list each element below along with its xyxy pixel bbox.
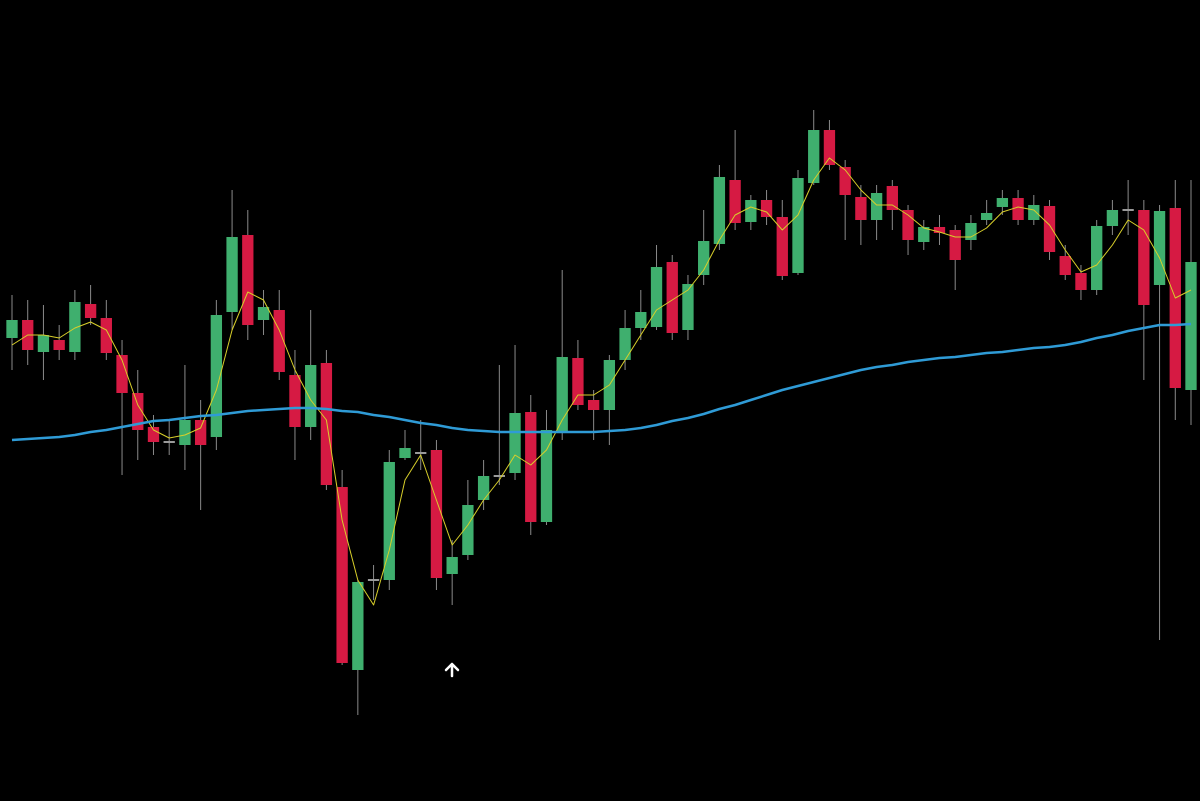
candle-body (808, 130, 820, 183)
candle-body (949, 230, 961, 260)
candle-body (116, 355, 128, 393)
candle-body (477, 476, 490, 500)
candle-body (1185, 262, 1197, 390)
candle-body (210, 315, 223, 437)
candle-body (305, 365, 317, 427)
candle-body (635, 312, 647, 328)
candle-body (918, 227, 930, 242)
candle-body (399, 448, 411, 458)
candle-body (69, 302, 81, 352)
candle-body (509, 413, 521, 473)
candle-body (650, 267, 663, 327)
candle-body (823, 130, 836, 165)
candle-body (666, 262, 678, 333)
candle-body (462, 505, 474, 555)
candle-body (430, 450, 443, 578)
candle-body (53, 340, 65, 350)
candle-body (1012, 198, 1024, 220)
candle-body (84, 304, 97, 318)
candle-body (1091, 226, 1103, 290)
candle-body (6, 320, 18, 338)
candle-body (1075, 273, 1087, 290)
candle-body (163, 441, 175, 443)
candle-body (698, 241, 710, 275)
candle-body (682, 284, 694, 330)
candles (6, 110, 1197, 715)
candle-body (493, 475, 505, 477)
candle-body (745, 200, 757, 222)
candle-body (1122, 209, 1134, 211)
candle-body (933, 227, 946, 233)
candle-body (729, 180, 741, 223)
candle-body (572, 358, 584, 405)
candle-body (320, 363, 333, 485)
candle-body (194, 420, 207, 445)
candle-body (367, 579, 380, 581)
candle-body (792, 178, 804, 273)
candle-body (540, 430, 553, 522)
candle-body (760, 200, 773, 217)
candle-body (226, 237, 238, 312)
moving-average-line (11, 157, 1192, 606)
candle-body (855, 197, 867, 220)
candle-body (870, 193, 883, 220)
overlays (11, 157, 1192, 606)
candle-body (446, 557, 458, 574)
candle-body (525, 412, 537, 522)
candle-body (132, 393, 144, 430)
candle-body (996, 198, 1009, 207)
candle-body (776, 217, 788, 276)
candle-body (257, 307, 270, 320)
candle-body (839, 167, 851, 195)
candle-body (273, 310, 285, 372)
candle-body (1153, 211, 1166, 285)
candle-body (902, 210, 914, 240)
candle-body (886, 186, 898, 210)
candle-body (242, 235, 254, 325)
candle-body (1028, 205, 1040, 220)
moving-average-line (11, 322, 1192, 442)
candle-body (37, 335, 50, 352)
candle-body (713, 177, 726, 244)
candle-body (556, 357, 568, 432)
candle-body (1059, 256, 1071, 275)
candle-body (619, 328, 631, 360)
candle-body (415, 452, 427, 454)
candle-body (1138, 210, 1150, 305)
candle-body (147, 427, 160, 442)
candle-body (1106, 210, 1119, 226)
candle-body (383, 462, 395, 580)
candle-body (587, 400, 600, 410)
candle-body (289, 375, 301, 427)
candle-body (336, 487, 348, 663)
candle-body (100, 318, 112, 353)
cursor-icon (444, 662, 460, 678)
candle-body (980, 213, 993, 220)
candle-body (179, 420, 191, 445)
candle-body (965, 223, 977, 240)
candle-body (352, 582, 364, 670)
candle-body (1043, 206, 1056, 252)
